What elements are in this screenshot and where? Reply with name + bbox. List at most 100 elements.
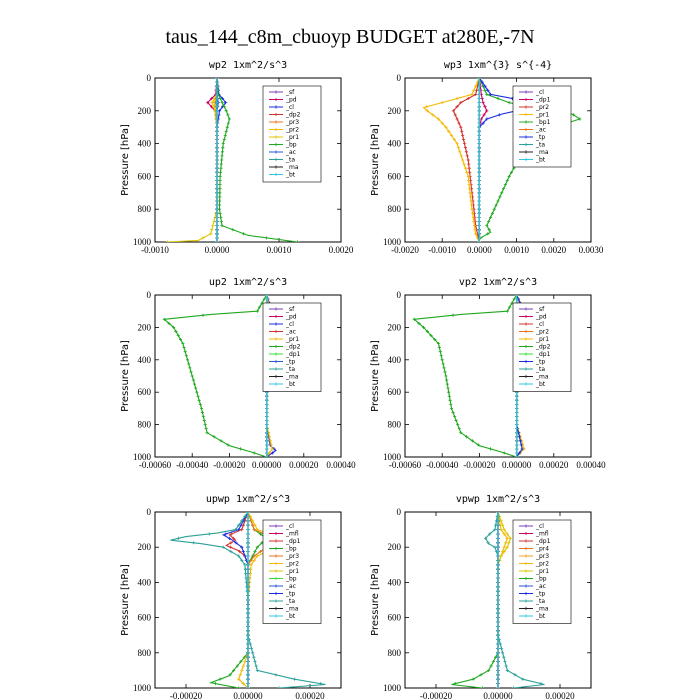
data-point bbox=[459, 154, 463, 158]
x-tick-label: 0.0010 bbox=[267, 245, 292, 255]
plot-frame bbox=[404, 294, 592, 458]
data-point bbox=[215, 199, 219, 203]
data-point bbox=[246, 550, 250, 554]
y-axis-label: Pressure [hPa] bbox=[120, 564, 131, 636]
data-point bbox=[265, 418, 269, 423]
data-point bbox=[517, 451, 521, 455]
data-point bbox=[258, 305, 262, 309]
data-point bbox=[476, 443, 480, 447]
legend-label: _dp1 bbox=[535, 351, 551, 358]
data-point bbox=[462, 162, 466, 166]
x-tick-label: 0.0000 bbox=[205, 245, 230, 255]
data-point bbox=[196, 394, 200, 398]
data-point bbox=[468, 187, 472, 191]
data-point bbox=[463, 146, 468, 150]
data-point bbox=[578, 117, 582, 121]
legend-label: _ac bbox=[285, 583, 296, 590]
x-tick-label: 0.0000 bbox=[467, 245, 492, 255]
data-point bbox=[265, 455, 269, 457]
data-point bbox=[228, 673, 232, 677]
data-point bbox=[444, 374, 448, 378]
data-point bbox=[265, 427, 269, 431]
data-point bbox=[452, 137, 456, 142]
data-point bbox=[215, 236, 219, 240]
data-point bbox=[477, 129, 481, 133]
legend-label: _pr4 bbox=[535, 546, 549, 553]
data-point bbox=[237, 523, 241, 527]
data-point bbox=[485, 117, 489, 121]
chart-panel-5: upwp 1xm^2/s^3 0 200 400 600 800 1000 -0.00020 0… bbox=[120, 494, 342, 700]
data-point bbox=[477, 105, 481, 109]
legend-marker bbox=[274, 554, 278, 558]
data-point bbox=[477, 211, 481, 215]
data-point bbox=[425, 105, 429, 109]
data-point bbox=[215, 113, 219, 117]
data-point bbox=[480, 686, 485, 688]
data-point bbox=[477, 101, 481, 105]
data-point bbox=[246, 629, 250, 633]
data-point bbox=[243, 514, 247, 518]
data-point bbox=[501, 187, 506, 191]
data-point bbox=[255, 528, 259, 532]
data-point bbox=[496, 686, 500, 688]
data-point bbox=[240, 528, 244, 532]
data-point bbox=[515, 295, 519, 297]
chart-panel-4: vp2 1xm^2/s^3 0 200 400 600 800 1000-0.00060 -0… bbox=[370, 277, 606, 470]
data-point bbox=[494, 203, 498, 207]
data-point bbox=[480, 80, 484, 84]
y-tick-label: 600 bbox=[138, 387, 152, 397]
legend-label: _bt bbox=[535, 381, 546, 388]
data-point bbox=[215, 142, 219, 146]
legend-marker bbox=[524, 150, 528, 154]
data-point bbox=[496, 523, 500, 527]
data-point bbox=[440, 358, 444, 362]
data-point bbox=[176, 333, 180, 338]
data-point bbox=[246, 638, 250, 642]
legend-label: _bt bbox=[285, 613, 296, 620]
data-point bbox=[491, 660, 495, 664]
data-point bbox=[477, 236, 481, 240]
data-point bbox=[254, 664, 258, 668]
data-point bbox=[215, 178, 219, 183]
data-point bbox=[470, 92, 474, 96]
data-point bbox=[238, 673, 242, 677]
data-point bbox=[246, 633, 250, 637]
data-point bbox=[181, 342, 185, 346]
data-point bbox=[218, 174, 222, 178]
data-point bbox=[439, 354, 443, 358]
data-point bbox=[456, 146, 461, 150]
series-markers-bt bbox=[496, 512, 500, 688]
data-point bbox=[457, 427, 461, 431]
data-point bbox=[243, 567, 247, 571]
data-point bbox=[249, 563, 253, 567]
legend-marker bbox=[524, 614, 528, 618]
data-point bbox=[249, 558, 253, 562]
data-point bbox=[246, 576, 250, 580]
data-point bbox=[463, 166, 468, 170]
legend-marker bbox=[524, 576, 528, 581]
data-point bbox=[487, 228, 491, 232]
data-point bbox=[496, 598, 500, 602]
legend-marker bbox=[524, 531, 528, 536]
data-point bbox=[459, 101, 463, 105]
data-point bbox=[223, 133, 227, 137]
data-point bbox=[215, 158, 219, 162]
data-point bbox=[477, 178, 481, 183]
data-point bbox=[462, 142, 467, 146]
data-point bbox=[174, 329, 178, 334]
data-point bbox=[251, 651, 255, 655]
data-point bbox=[470, 439, 475, 443]
data-point bbox=[496, 536, 500, 540]
data-point bbox=[456, 423, 460, 427]
data-point bbox=[246, 541, 250, 545]
x-tick-label: 0.00000 bbox=[233, 691, 263, 700]
data-point bbox=[229, 532, 234, 536]
data-point bbox=[503, 660, 507, 664]
data-point bbox=[539, 682, 543, 686]
legend-marker bbox=[274, 329, 278, 334]
legend-label: _ta bbox=[285, 157, 295, 164]
data-point bbox=[265, 435, 269, 439]
data-point bbox=[519, 443, 523, 447]
data-point bbox=[487, 668, 491, 672]
x-tick-label: 0.0010 bbox=[504, 245, 529, 255]
